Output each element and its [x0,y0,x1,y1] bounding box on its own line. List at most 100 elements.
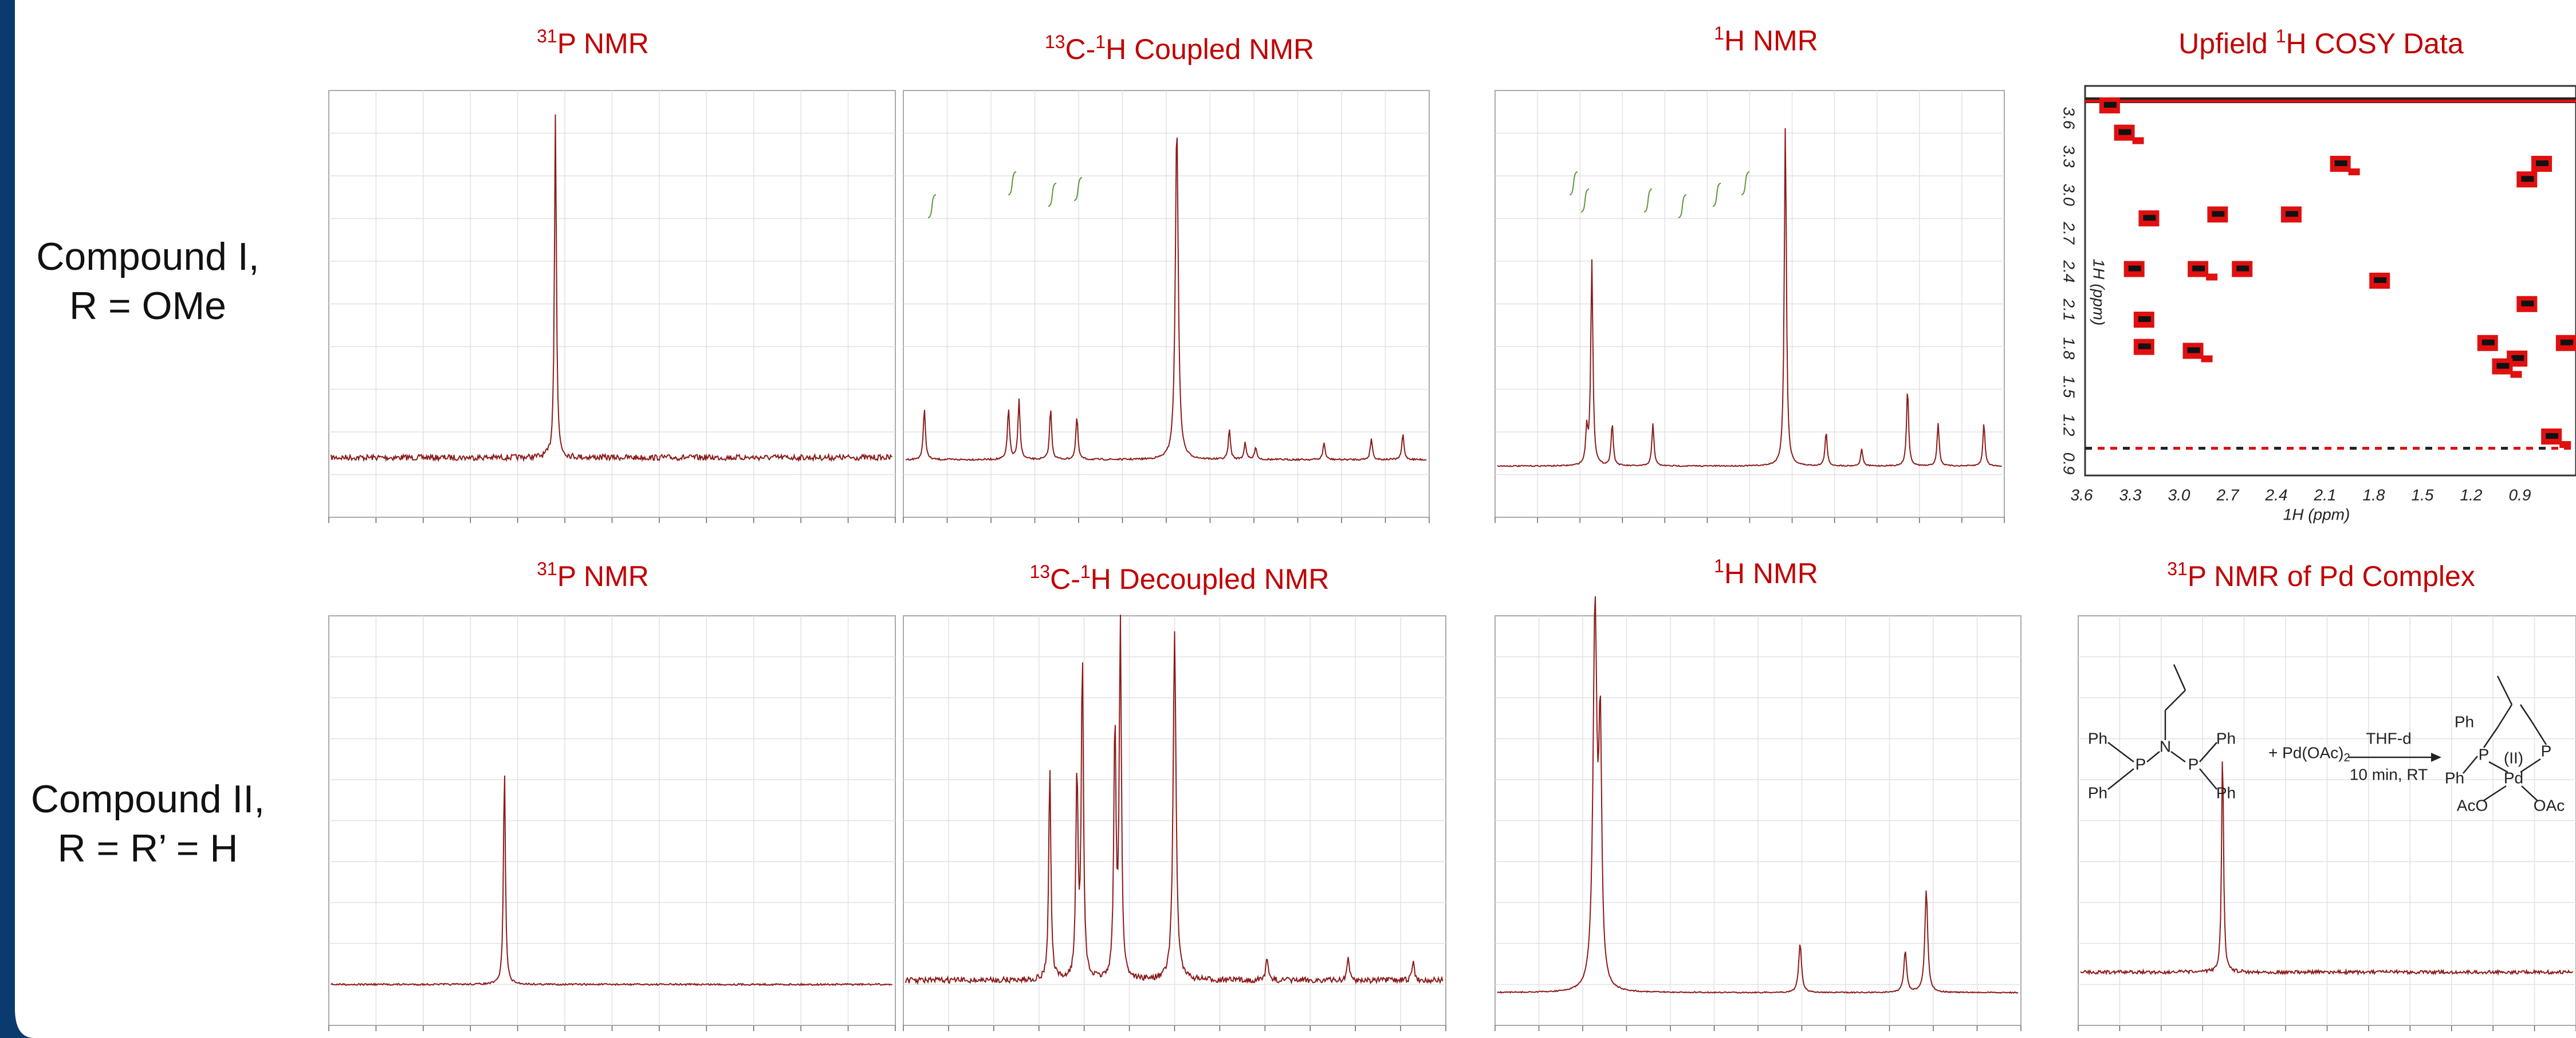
cosy-streak [2312,447,2319,450]
heading-text: H Decoupled NMR [1091,563,1330,595]
panel-heading: 13C-1H Decoupled NMR [1030,561,1330,595]
scheme-text: OAc [2534,796,2565,814]
x-tick-label: 0.9 [2509,486,2531,504]
integral-curve [1678,194,1687,218]
panel-heading: Upfield 1H COSY Data [2178,26,2464,60]
cosy-peak [2348,168,2360,175]
y-tick-label: 2.4 [2060,260,2078,283]
cosy-streak [2539,447,2546,450]
cosy-peak [2143,215,2156,221]
bond [2521,785,2538,801]
bond [2496,675,2513,705]
cosy-peak [2374,277,2387,283]
bond [2146,751,2160,762]
superscript: 31 [537,26,557,46]
bond [2488,761,2508,773]
bond [2199,768,2217,790]
cosy-streak [2085,447,2092,450]
x-tick-label: 3.3 [2119,486,2142,504]
heading-text: P NMR of Pd Complex [2188,560,2475,592]
spectrum-trace [2080,761,2574,976]
cosy-peak [2201,355,2213,363]
scheme-text: THF-d [2366,729,2411,747]
integral-curve [1569,171,1578,195]
cosy-peak [2192,265,2205,272]
panel-heading: 1H NMR [1714,556,1818,589]
cosy-peak [2138,343,2151,349]
cosy-streak [2425,447,2432,450]
cosy-streak [2463,447,2470,450]
superscript: 31 [2167,559,2188,579]
spectrum-trace [1497,128,2003,467]
cosy-peak [2132,137,2144,144]
spectrum-trace [905,615,1444,985]
cosy-streak [2299,447,2306,450]
cosy-peak [2103,102,2117,108]
y-tick-label: 3.6 [2060,107,2078,129]
cosy-peak [2212,211,2225,217]
cosy-streak [2274,447,2281,450]
scheme-text: P [2479,745,2490,763]
scheme-text: Ph [2455,713,2474,730]
integral-curve [1580,188,1590,213]
bond [2496,704,2513,728]
bond [2173,664,2186,691]
cosy-streak [2476,447,2483,450]
y-tick-label: 1.2 [2060,414,2078,437]
cosy-peak [2521,176,2534,182]
cosy-peak [2128,265,2141,272]
x-tick-label: 3.0 [2168,486,2190,504]
y-tick-label: 1.5 [2060,376,2078,398]
cosy-streak [2388,447,2394,450]
cosy-streak [2526,447,2533,450]
scheme-text: P [2541,742,2552,760]
spectrum-trace [1497,596,2019,994]
cosy-streak [2362,447,2369,450]
scheme-text: P [2188,755,2199,773]
compound-label: Compound I, [36,235,259,278]
sidebar [0,0,34,1038]
x-tick-label: 2.4 [2265,486,2288,504]
cosy-streak [2400,447,2407,450]
cosy-peak [2560,339,2573,345]
superscript: 1 [2276,26,2286,46]
panel-heading: 31P NMR [537,559,649,592]
compound-label: Compound II, [31,777,265,821]
scheme-text: Ph [2216,784,2236,801]
panel-heading: 13C-1H Coupled NMR [1045,32,1314,65]
cosy-streak [2451,447,2457,450]
heading-text: Upfield [2178,27,2276,60]
heading-text: P NMR [557,27,649,60]
cosy-peak [2334,160,2347,166]
cosy-panel [2084,85,2576,477]
bond [2107,768,2134,790]
cosy-peak [2496,363,2510,369]
cosy-streak [2236,447,2243,450]
cosy-peak [2285,211,2298,217]
y-tick-label: 2.7 [2060,222,2078,245]
superscript: 13 [1045,32,1065,52]
cosy-streak [2098,447,2105,450]
x-tick-label: 2.7 [2216,486,2240,504]
y-tick-label: 1.8 [2060,337,2078,360]
y-tick-label: 3.0 [2060,184,2078,206]
scheme-text: Ph [2088,729,2107,747]
substituent-label: R = R’ = H [58,827,238,870]
substituent-label: R = OMe [69,284,226,328]
cosy-streak [2287,447,2294,450]
heading-text: H NMR [1724,25,1818,57]
cosy-streak [2413,447,2420,450]
cosy-streak [2438,447,2445,450]
bond [2107,742,2134,762]
integral-curve [1712,183,1721,207]
spectrum-trace [331,114,893,462]
x-axis-label: 1H (ppm) [2283,505,2350,523]
cosy-streak [2135,447,2142,450]
cosy-peak [2510,371,2522,378]
cosy-streak [2325,447,2331,450]
heading-text: H NMR [1724,557,1818,589]
panel-heading: 31P NMR [537,26,649,60]
bond [2531,721,2547,745]
cosy-peak [2521,300,2534,306]
scheme-text: Ph [2445,769,2464,787]
